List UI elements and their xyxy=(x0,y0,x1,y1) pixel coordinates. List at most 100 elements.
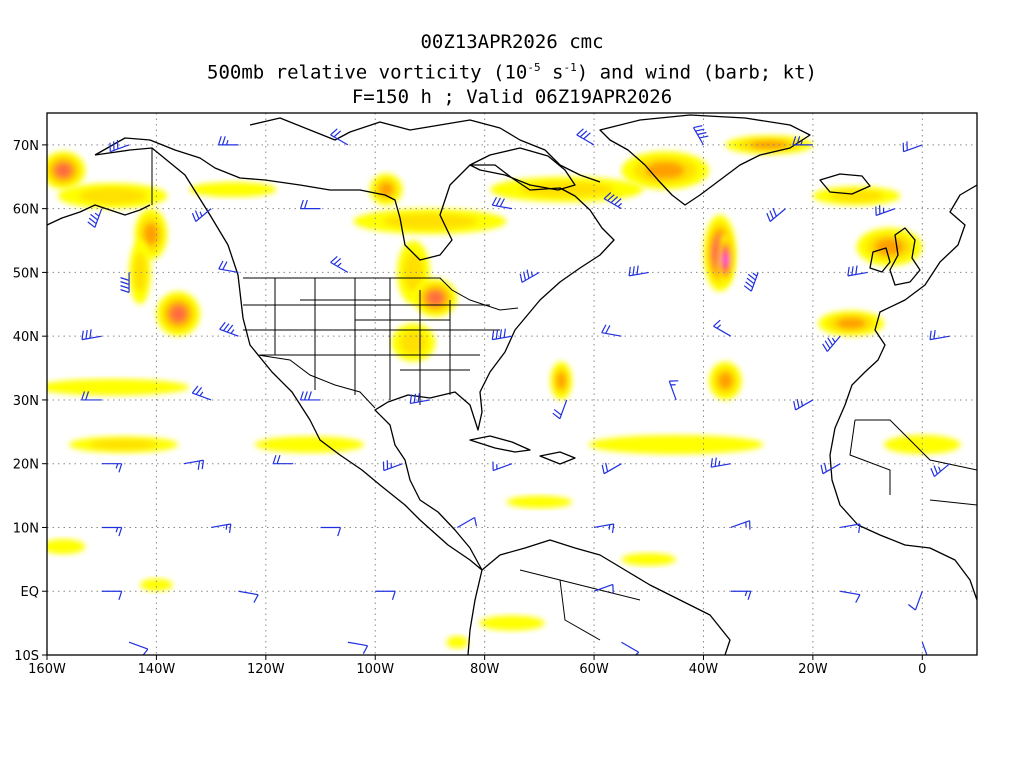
vorticity-feature xyxy=(588,435,764,455)
title-valid-line: F=150 h ; Valid 06Z19APR2026 xyxy=(351,86,673,109)
vorticity-contour-3 xyxy=(836,317,866,330)
vorticity-contour-4 xyxy=(427,291,444,305)
vorticity-contour-3 xyxy=(556,372,567,390)
title-variable-text: 500mb relative vorticity (10 xyxy=(207,61,528,84)
vorticity-feature xyxy=(353,208,507,235)
wind-barb xyxy=(218,260,239,274)
vorticity-feature xyxy=(254,436,365,453)
political-borders xyxy=(151,148,977,641)
vorticity-contour-2 xyxy=(382,213,478,230)
alaska-peninsula-coast xyxy=(47,204,151,226)
vorticity-contour-3 xyxy=(143,222,159,246)
vorticity-feature xyxy=(708,361,742,400)
lat-tick-label: 50N xyxy=(13,266,39,281)
lon-tick-label: 160W xyxy=(28,662,66,677)
title-variable-line: 500mb relative vorticity (10-5 s-1) and … xyxy=(0,55,1024,85)
vorticity-contour-3 xyxy=(874,238,905,256)
us-canada-border xyxy=(243,277,519,311)
lon-tick-label: 80W xyxy=(470,662,500,677)
wind-barb xyxy=(929,329,950,341)
wind-barb xyxy=(347,641,369,654)
africa-borders xyxy=(849,419,977,506)
lon-tick-label: 0 xyxy=(918,662,926,677)
wind-barb xyxy=(101,463,123,473)
wind-barb xyxy=(930,463,951,478)
lon-tick-label: 40W xyxy=(689,662,719,677)
vorticity-feature xyxy=(856,227,923,267)
wind-barb xyxy=(766,207,786,222)
wind-barb xyxy=(730,590,752,600)
cuba-coast xyxy=(469,435,531,453)
vorticity-contour-2 xyxy=(519,181,614,198)
wind-barb xyxy=(330,128,349,146)
wind-barb xyxy=(713,319,732,337)
wind-barb xyxy=(792,136,813,146)
wind-barb xyxy=(603,192,623,210)
wind-barb xyxy=(191,385,212,401)
arctic-islands-coast xyxy=(249,117,601,183)
vorticity-feature xyxy=(47,378,190,396)
wind-barb xyxy=(299,391,321,401)
vorticity-contour-3 xyxy=(749,140,789,150)
lat-tick-label: 20N xyxy=(13,458,39,473)
wind-barb xyxy=(710,457,731,468)
wind-barb xyxy=(921,642,928,655)
title-exponent-2: -1 xyxy=(563,61,577,74)
plot-frame xyxy=(46,112,978,656)
lat-tick-label: 10N xyxy=(13,521,39,536)
lat-tick-label: EQ xyxy=(21,585,39,600)
wind-barb xyxy=(109,139,130,153)
wind-barb xyxy=(593,583,614,594)
vorticity-feature xyxy=(189,181,277,198)
lat-tick-label: 10S xyxy=(14,649,39,664)
vorticity-contour-1 xyxy=(884,435,961,455)
vorticity-feature xyxy=(812,186,901,206)
vorticity-feature xyxy=(621,151,709,190)
wind-barb xyxy=(743,272,759,292)
title-run-line: 00Z13APR2026 cmc xyxy=(420,31,604,53)
vorticity-contour-2 xyxy=(403,252,424,293)
greenland-coast xyxy=(599,114,811,206)
lon-tick-label: 140W xyxy=(138,662,176,677)
wind-barb xyxy=(382,460,403,472)
vorticity-contour-1 xyxy=(140,578,173,592)
graticule xyxy=(47,113,977,655)
vorticity-feature xyxy=(140,578,173,592)
title-variable-unit: s xyxy=(540,61,564,84)
wind-barb xyxy=(593,523,615,533)
us-state-lines xyxy=(243,278,500,405)
vorticity-feature xyxy=(369,173,403,206)
great-britain-coast xyxy=(889,227,921,286)
lat-tick-label: 40N xyxy=(13,330,39,345)
wind-barb xyxy=(668,380,679,401)
coastlines xyxy=(47,114,977,655)
vorticity-contour-2 xyxy=(78,188,147,204)
wind-barb xyxy=(219,321,239,337)
wind-barb xyxy=(81,391,102,401)
vorticity-contour-1 xyxy=(506,495,573,509)
vorticity-contour-3 xyxy=(645,161,685,179)
vorticity-feature xyxy=(47,538,86,555)
lon-tick-label: 120W xyxy=(247,662,285,677)
wind-barb xyxy=(840,523,861,533)
south-america-borders xyxy=(519,569,641,641)
us-mexico-border xyxy=(257,354,376,409)
vorticity-feature xyxy=(156,291,201,337)
wind-barb xyxy=(183,459,205,470)
vorticity-contour-1 xyxy=(189,181,277,198)
wind-barb xyxy=(628,265,649,277)
vorticity-contour-4 xyxy=(55,163,72,178)
lat-tick-label: 60N xyxy=(13,203,39,218)
wind-barb xyxy=(552,399,568,420)
title-variable-suffix: ) and wind (barb; kt) xyxy=(576,61,817,84)
ireland-coast xyxy=(869,247,891,273)
wind-barb xyxy=(211,523,232,533)
wind-barb xyxy=(87,208,103,228)
wind-barb xyxy=(621,641,640,655)
wind-barb xyxy=(330,255,349,273)
vorticity-feature xyxy=(725,135,813,155)
wind-barb xyxy=(902,141,923,153)
vorticity-feature xyxy=(479,615,545,631)
hispaniola-coast xyxy=(539,451,576,465)
